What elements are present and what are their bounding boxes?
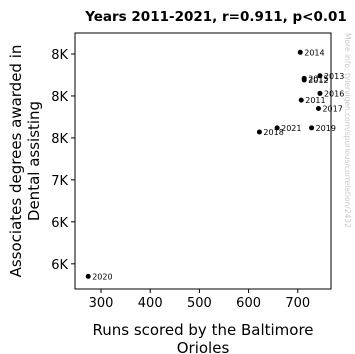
y-tick-label: 8K bbox=[51, 132, 68, 147]
x-axis-title-line-2: Orioles bbox=[177, 339, 230, 354]
data-point-2016 bbox=[317, 90, 323, 96]
x-tick-label: 600 bbox=[236, 296, 261, 311]
y-tick-label: 6K bbox=[51, 258, 68, 273]
data-point-label: 2020 bbox=[92, 272, 112, 281]
data-point-2013 bbox=[317, 73, 323, 79]
y-tick-label: 7K bbox=[51, 174, 68, 189]
data-point-label: 2012 bbox=[308, 76, 328, 85]
y-tick-label: 8K bbox=[51, 48, 68, 63]
y-axis-title-line-2: Dental assisting bbox=[25, 101, 43, 221]
data-point-label: 2017 bbox=[322, 105, 342, 114]
data-point-2019 bbox=[309, 125, 315, 131]
x-tick-label: 300 bbox=[89, 296, 114, 311]
y-tick-label: 6K bbox=[51, 216, 68, 231]
chart-title: Years 2011-2021, r=0.911, p<0.01 bbox=[84, 9, 347, 25]
data-point-label: 2018 bbox=[263, 128, 283, 137]
data-point-label: 2014 bbox=[304, 48, 324, 57]
data-point-label: 2011 bbox=[305, 96, 325, 105]
x-axis-ticks: 300 400 500 600 700 bbox=[89, 289, 310, 311]
plot-area-frame bbox=[74, 32, 332, 290]
data-point-2021 bbox=[274, 125, 280, 131]
data-point-2012 bbox=[301, 77, 307, 83]
data-point-2018 bbox=[256, 129, 262, 135]
data-point-2020 bbox=[85, 273, 91, 279]
data-point-label: 2013 bbox=[324, 72, 344, 81]
y-axis-ticks: 6K 6K 7K 8K 8K 8K bbox=[51, 48, 75, 273]
data-point-label: 2019 bbox=[316, 124, 336, 133]
watermark: More info: tylervigen.com/spurious/corre… bbox=[343, 33, 352, 228]
data-point-2017 bbox=[315, 106, 321, 112]
data-point-2014 bbox=[297, 49, 303, 55]
data-point-label: 2016 bbox=[324, 89, 344, 98]
data-point-2011 bbox=[298, 97, 304, 103]
data-point-label: 2021 bbox=[281, 124, 301, 133]
y-axis-title-line-1: Associates degrees awarded in bbox=[7, 45, 25, 278]
y-tick-label: 8K bbox=[51, 90, 68, 105]
x-axis-title-line-1: Runs scored by the Baltimore bbox=[92, 321, 313, 339]
data-point-label: 2015 bbox=[308, 74, 328, 83]
x-tick-label: 500 bbox=[187, 296, 212, 311]
x-tick-label: 700 bbox=[285, 296, 310, 311]
x-tick-label: 400 bbox=[138, 296, 163, 311]
